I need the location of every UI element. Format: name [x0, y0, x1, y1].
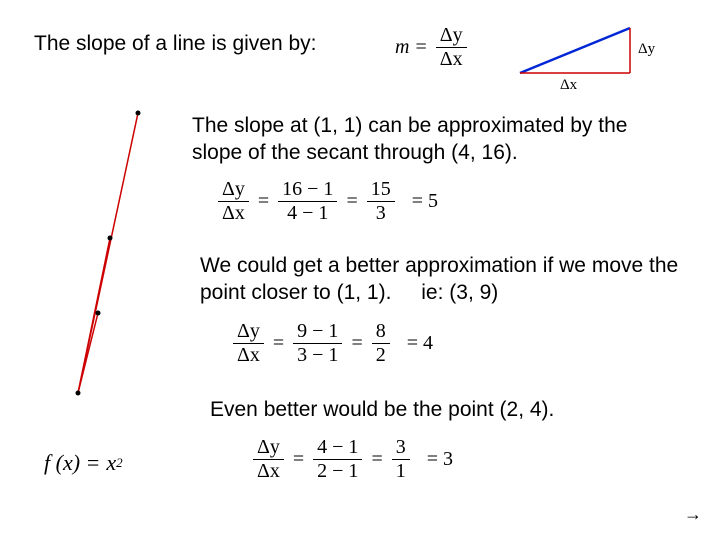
c1f3: 15 3: [367, 178, 395, 225]
arrow-icon: →: [684, 503, 702, 526]
c1res: = 5: [412, 190, 438, 213]
secant-graph: [30, 108, 200, 418]
slope-lhs: m: [395, 36, 409, 59]
calc-1: Δy Δx = 16 − 1 4 − 1 = 15 3 = 5: [215, 178, 438, 225]
dy: Δy: [436, 24, 467, 48]
triangle-dy-label: Δy: [638, 40, 655, 60]
para-2: We could get a better approximation if w…: [200, 252, 680, 307]
para-3: Even better would be the point (2, 4).: [210, 396, 554, 423]
para-1: The slope at (1, 1) can be approximated …: [192, 112, 672, 167]
slope-formula: m = Δy Δx: [395, 24, 470, 71]
slope-frac: Δy Δx: [436, 24, 467, 71]
calc-2: Δy Δx = 9 − 1 3 − 1 = 8 2 = 4: [230, 320, 433, 367]
c1f1: Δy Δx: [218, 178, 249, 225]
triangle-dx-label: Δx: [560, 76, 577, 96]
intro-text: The slope of a line is given by:: [34, 30, 317, 57]
equals: =: [415, 36, 426, 59]
calc-3: Δy Δx = 4 − 1 2 − 1 = 3 1 = 3: [250, 436, 453, 483]
fx-formula: f (x) = x2: [44, 450, 123, 476]
c1f2: 16 − 1 4 − 1: [278, 178, 337, 225]
dx: Δx: [436, 48, 467, 71]
